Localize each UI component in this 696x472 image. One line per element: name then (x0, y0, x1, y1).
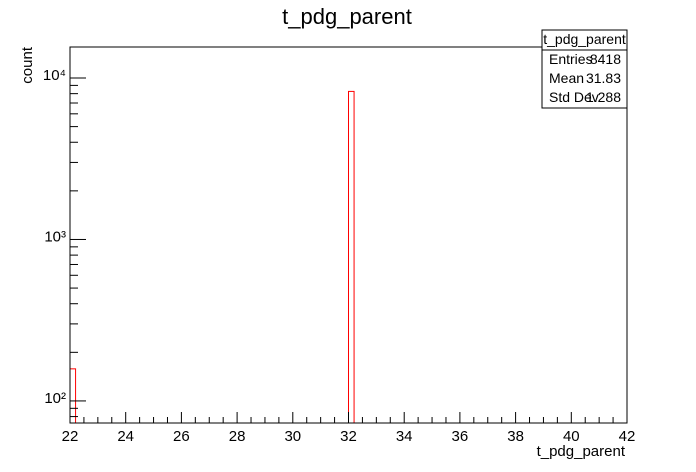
x-tick-label: 26 (173, 428, 190, 445)
x-tick-label: 36 (452, 428, 469, 445)
x-tick-label: 22 (62, 428, 79, 445)
stats-value: 31.83 (586, 70, 621, 86)
y-axis-label: count (19, 46, 36, 84)
x-axis-label: t_pdg_parent (537, 443, 626, 460)
stats-box (541, 29, 628, 109)
x-tick-label: 24 (117, 428, 134, 445)
stats-label: Entries (549, 51, 593, 67)
x-tick-label: 32 (340, 428, 357, 445)
x-tick-label: 38 (507, 428, 524, 445)
stats-title: t_pdg_parent (543, 31, 626, 47)
y-tick-label: 10⁴ (43, 67, 66, 84)
x-tick-label: 42 (619, 428, 636, 445)
stats-label: Std Dev (549, 89, 599, 105)
x-tick-label: 28 (229, 428, 246, 445)
x-tick-label: 40 (563, 428, 580, 445)
y-tick-label: 10³ (44, 228, 66, 245)
y-tick-label: 10² (44, 390, 66, 407)
stats-value: 8418 (590, 51, 621, 67)
stats-label: Mean (549, 70, 584, 86)
stats-value: 1.288 (586, 89, 621, 105)
x-tick-label: 34 (396, 428, 413, 445)
x-tick-label: 30 (284, 428, 301, 445)
chart-title: t_pdg_parent (282, 4, 412, 29)
